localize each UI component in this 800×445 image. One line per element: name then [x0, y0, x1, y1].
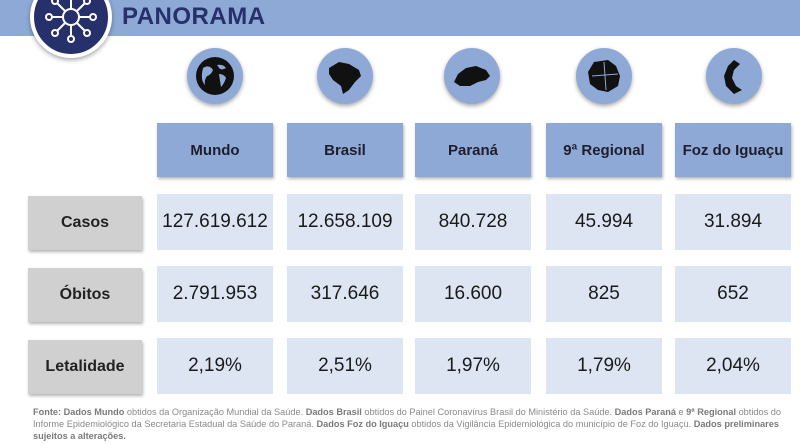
table-cell: 2,19% — [157, 338, 273, 394]
table-cell: 12.658.109 — [287, 194, 403, 250]
column-header-9-regional: 9ª Regional — [546, 123, 662, 177]
footnote-text: obtidos da Organização Mundial da Saúde. — [124, 407, 306, 417]
table-cell: 45.994 — [546, 194, 662, 250]
virus-network-icon — [45, 0, 97, 43]
footnote-text: obtidos da Vigilância Epidemiológica do … — [408, 419, 694, 429]
footnote-bold: Dados Brasil — [305, 407, 362, 417]
globe-icon — [187, 48, 243, 104]
table-cell: 1,97% — [415, 338, 531, 394]
footnote-text: e — [675, 407, 687, 417]
regional-map-icon — [576, 48, 632, 104]
table-cell: 317.646 — [287, 266, 403, 322]
table-cell: 2,04% — [675, 338, 791, 394]
column-header-parana: Paraná — [415, 123, 531, 177]
column-header-foz-do-iguacu: Foz do Iguaçu — [675, 123, 791, 177]
row-label-letalidade: Letalidade — [28, 340, 142, 394]
table-cell: 1,79% — [546, 338, 662, 394]
page-title: PANORAMA — [122, 3, 266, 30]
source-footnote: Fonte: Dados Mundo obtidos da Organizaçã… — [33, 406, 783, 442]
table-cell: 16.600 — [415, 266, 531, 322]
brazil-map-icon — [317, 48, 373, 104]
foz-do-iguacu-map-icon — [706, 48, 762, 104]
footnote-bold: Dados Foz do Iguaçu — [316, 419, 409, 429]
header-bar — [0, 0, 800, 36]
badge — [30, 0, 112, 58]
column-header-mundo: Mundo — [157, 123, 273, 177]
table-cell: 840.728 — [415, 194, 531, 250]
footnote-bold: Dados preliminares sujeitos a alterações… — [33, 419, 779, 441]
footnote-text: obtidos do Painel Coronavírus Brasil do … — [361, 407, 615, 417]
table-cell: 31.894 — [675, 194, 791, 250]
footnote-bold: Fonte: Dados Mundo — [33, 407, 125, 417]
table-cell: 652 — [675, 266, 791, 322]
table-cell: 825 — [546, 266, 662, 322]
table-cell: 2.791.953 — [157, 266, 273, 322]
table-cell: 127.619.612 — [157, 194, 273, 250]
footnote-bold: Dados Paraná — [614, 407, 676, 417]
footnote-text: obtidos do Informe Epidemiológico da Sec… — [33, 407, 781, 429]
table-cell: 2,51% — [287, 338, 403, 394]
parana-map-icon — [444, 48, 500, 104]
row-label-casos: Casos — [28, 196, 142, 250]
row-label-obitos: Óbitos — [28, 268, 142, 322]
column-header-brasil: Brasil — [287, 123, 403, 177]
footnote-bold: 9ª Regional — [686, 407, 737, 417]
